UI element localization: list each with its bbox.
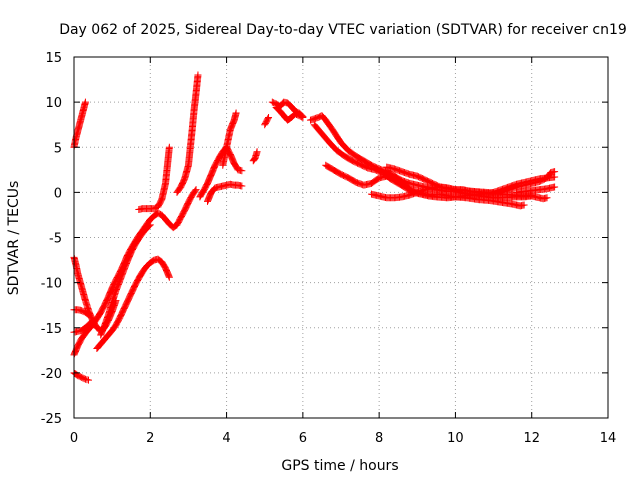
y-axis-label: SDTVAR / TECUs bbox=[6, 181, 22, 296]
chart-title: Day 062 of 2025, Sidereal Day-to-day VTE… bbox=[59, 22, 627, 38]
x-tick-label: 4 bbox=[222, 431, 230, 446]
data-point bbox=[232, 109, 240, 117]
data-point bbox=[88, 317, 96, 325]
data-point bbox=[194, 71, 202, 79]
series-arc-7 bbox=[93, 255, 173, 353]
data-point bbox=[253, 148, 261, 156]
series-arc-11 bbox=[196, 143, 246, 201]
x-tick-label: 0 bbox=[70, 431, 78, 446]
data-layer bbox=[70, 71, 559, 384]
grid-layer bbox=[74, 57, 608, 418]
data-point bbox=[551, 168, 559, 176]
x-tick-label: 8 bbox=[375, 431, 383, 446]
series-arc-3 bbox=[70, 186, 200, 359]
y-tick-label: -10 bbox=[41, 277, 62, 292]
y-tick-label: -25 bbox=[41, 412, 62, 427]
series-arc-9 bbox=[135, 143, 173, 214]
data-point bbox=[238, 182, 246, 190]
data-point bbox=[84, 310, 92, 318]
series-arc-12 bbox=[204, 180, 246, 205]
series-arc-8 bbox=[97, 221, 154, 339]
data-point bbox=[299, 113, 307, 121]
y-tick-label: 10 bbox=[45, 96, 62, 111]
x-tick-label: 10 bbox=[447, 431, 464, 446]
data-point bbox=[298, 113, 306, 121]
data-point bbox=[145, 222, 153, 230]
series-arc-13 bbox=[219, 109, 240, 169]
series-arc-10 bbox=[173, 71, 202, 196]
y-tick-label: -15 bbox=[41, 322, 62, 337]
series-arc-14 bbox=[249, 148, 261, 165]
x-axis-label: GPS time / hours bbox=[281, 458, 398, 474]
series-arc-1 bbox=[70, 98, 89, 151]
data-point bbox=[191, 187, 199, 195]
series-arc-17 bbox=[272, 104, 307, 124]
y-tick-label: 0 bbox=[54, 186, 62, 201]
series-arc-15 bbox=[261, 113, 273, 129]
data-point bbox=[551, 183, 559, 191]
y-tick-label: -5 bbox=[49, 232, 62, 247]
series-arc-21 bbox=[368, 183, 536, 202]
data-point bbox=[520, 201, 528, 209]
series-arc-22 bbox=[383, 163, 559, 198]
data-point bbox=[264, 115, 272, 123]
data-point bbox=[89, 317, 97, 325]
data-point bbox=[165, 273, 173, 281]
x-tick-label: 6 bbox=[299, 431, 307, 446]
x-tick-label: 12 bbox=[523, 431, 540, 446]
data-point bbox=[165, 143, 173, 151]
data-point bbox=[146, 221, 154, 229]
data-point bbox=[265, 113, 273, 121]
y-tick-label: 5 bbox=[54, 141, 62, 156]
data-point bbox=[238, 167, 246, 175]
y-tick-label: 15 bbox=[45, 51, 62, 66]
x-tick-label: 14 bbox=[600, 431, 617, 446]
tick-layer: 0 2 4 6 8 10 12 14 -25 -20 -15 -10 -5 0 5 10 15 bbox=[41, 51, 617, 446]
series-arc-5 bbox=[70, 306, 93, 319]
data-point bbox=[250, 156, 258, 164]
data-point bbox=[85, 311, 93, 319]
y-tick-label: -20 bbox=[41, 367, 62, 382]
data-point bbox=[84, 376, 92, 384]
series-arc-4 bbox=[70, 317, 97, 336]
data-point bbox=[192, 186, 200, 194]
data-point bbox=[81, 98, 89, 106]
series-arc-23 bbox=[512, 183, 559, 196]
x-tick-label: 2 bbox=[146, 431, 154, 446]
data-point bbox=[543, 194, 551, 202]
